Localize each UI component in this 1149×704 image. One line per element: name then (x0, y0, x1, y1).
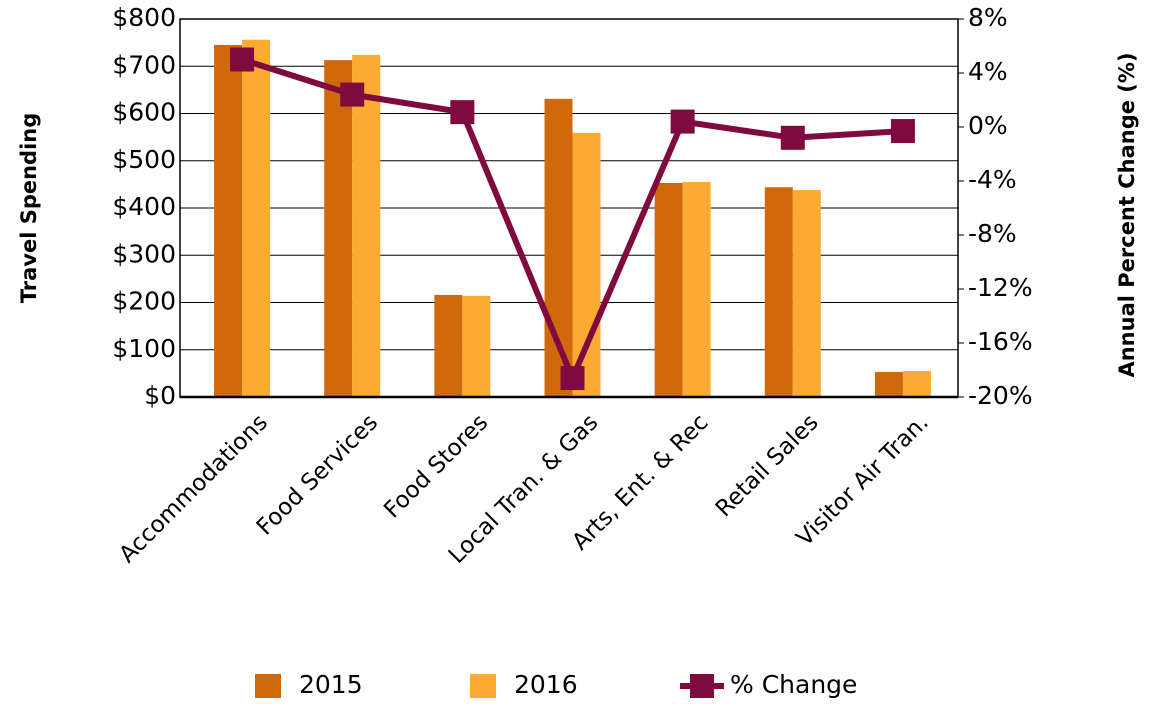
bar (792, 190, 821, 397)
bar (434, 294, 463, 397)
line-marker (890, 119, 915, 144)
bar (902, 371, 931, 397)
legend-label: 2015 (299, 670, 363, 699)
bar (544, 98, 573, 397)
x-tick-label: Food Stores (379, 409, 493, 523)
y-tick-label: $100 (112, 334, 176, 363)
y-tick-label: $400 (112, 192, 176, 221)
legend-swatch (690, 674, 714, 698)
y-tick-label: $0 (144, 381, 176, 410)
y2-axis-title: Annual Percent Change (%) (1115, 52, 1139, 377)
y-tick-label: $600 (112, 98, 176, 127)
bar (352, 54, 381, 397)
legend-label: % Change (730, 670, 857, 699)
y-tick-label: $300 (112, 239, 176, 268)
bar (654, 182, 683, 397)
bar (764, 187, 793, 397)
legend-swatch (470, 674, 496, 698)
y2-tick-label: -16% (968, 327, 1033, 356)
x-tick-label: Accommodations (114, 409, 273, 568)
bar (462, 295, 491, 397)
bar (874, 371, 903, 397)
y2-tick-label: -20% (968, 381, 1033, 410)
line-marker (450, 100, 475, 125)
y-tick-label: $800 (112, 3, 176, 32)
legend-label: 2016 (514, 670, 578, 699)
line-marker (340, 82, 365, 107)
line-marker (780, 125, 805, 150)
bar (682, 182, 711, 397)
line-marker (230, 47, 255, 72)
y2-tick-label: -4% (968, 165, 1017, 194)
y2-tick-label: 4% (968, 57, 1008, 86)
bar (214, 44, 243, 398)
legend-swatch (255, 674, 281, 698)
line-marker (560, 366, 585, 391)
y2-tick-label: -8% (968, 219, 1017, 248)
y-tick-label: $500 (112, 145, 176, 174)
bar (242, 39, 271, 397)
y2-tick-label: 8% (968, 3, 1008, 32)
x-tick-label: Retail Sales (711, 409, 824, 522)
y-tick-label: $200 (112, 287, 176, 316)
bar (324, 60, 353, 398)
bar (572, 132, 601, 397)
y-tick-label: $700 (112, 50, 176, 79)
y2-tick-label: -12% (968, 273, 1033, 302)
y2-tick-label: 0% (968, 111, 1008, 140)
line-marker (670, 109, 695, 134)
y-axis-title: Travel Spending (17, 113, 41, 304)
